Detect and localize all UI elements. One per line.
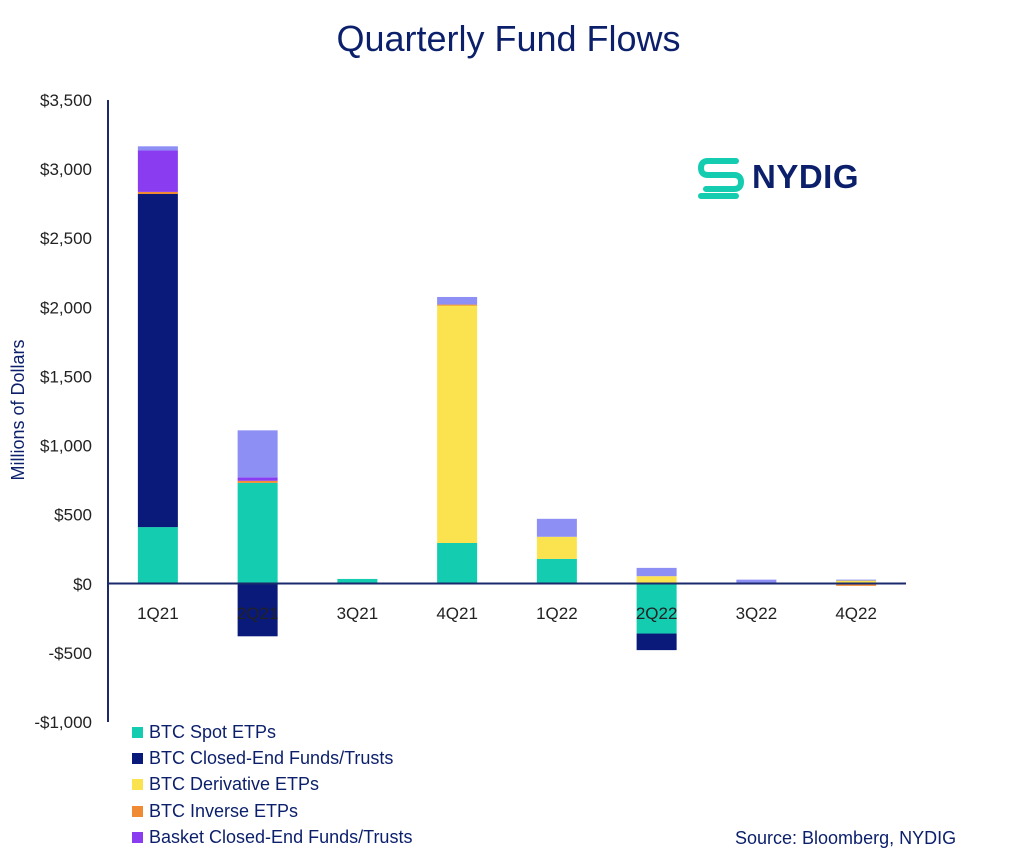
- legend-item: Basket Closed-End Funds/Trusts: [132, 824, 412, 850]
- legend-swatch: [132, 726, 143, 738]
- legend-swatch: [132, 831, 143, 843]
- y-tick-label: $3,500: [40, 91, 92, 110]
- legend-label: BTC Derivative ETPs: [149, 774, 320, 795]
- bar-segment: [137, 193, 178, 528]
- bar-segment: [337, 578, 378, 584]
- legend-label: BTC Inverse ETPs: [149, 800, 299, 821]
- bar-segment: [836, 580, 877, 584]
- legend-item: BTC Spot ETPs: [132, 719, 412, 745]
- y-axis-label: Millions of Dollars: [8, 339, 28, 480]
- bar-segment: [237, 477, 278, 481]
- legend-item: BTC Inverse ETPs: [132, 798, 412, 824]
- x-tick-label: 3Q21: [337, 604, 379, 623]
- y-tick-label: $500: [54, 506, 92, 525]
- bar-segment: [437, 305, 478, 544]
- x-tick-label: 2Q21: [237, 604, 279, 623]
- x-tick-label: 4Q22: [835, 604, 877, 623]
- x-tick-label: 3Q22: [736, 604, 778, 623]
- y-tick-label: -$1,000: [34, 713, 92, 732]
- y-tick-label: $1,000: [40, 437, 92, 456]
- bar-segment: [137, 146, 178, 151]
- bar-segment: [836, 583, 877, 586]
- bar-segment: [137, 150, 178, 192]
- legend-label: Basket Closed-End Funds/Trusts: [149, 826, 413, 847]
- bar-segment: [736, 579, 777, 584]
- y-tick-label: $2,000: [40, 298, 92, 317]
- legend-swatch: [132, 805, 143, 817]
- bar-segment: [636, 633, 677, 651]
- x-tick-label: 2Q22: [636, 604, 678, 623]
- bar-segment: [836, 579, 877, 581]
- y-tick-label: $0: [73, 575, 92, 594]
- y-tick-label: $1,500: [40, 367, 92, 386]
- x-tick-label: 1Q21: [137, 604, 179, 623]
- bar-segment: [237, 583, 278, 637]
- bar-segment: [437, 296, 478, 305]
- chart-legend: BTC Spot ETPs BTC Closed-End Funds/Trusts…: [132, 719, 412, 850]
- bar-segment: [237, 480, 278, 483]
- legend-item: BTC Derivative ETPs: [132, 772, 412, 798]
- bar-segment: [237, 482, 278, 584]
- x-tick-label: 1Q22: [536, 604, 578, 623]
- bar-segment: [536, 558, 577, 584]
- legend-label: BTC Spot ETPs: [149, 721, 277, 742]
- bar-segment: [137, 191, 178, 194]
- bar-segment: [437, 304, 478, 306]
- bar-segment: [536, 518, 577, 537]
- bar-segment: [636, 583, 677, 634]
- bar-segment: [536, 536, 577, 559]
- bar-segment: [137, 527, 178, 584]
- bar-segment: [636, 567, 677, 577]
- y-tick-label: -$500: [49, 644, 92, 663]
- legend-swatch: [132, 779, 143, 791]
- legend-label: BTC Closed-End Funds/Trusts: [149, 747, 394, 768]
- legend-swatch: [132, 752, 143, 764]
- y-tick-label: $3,000: [40, 160, 92, 179]
- chart-title: Quarterly Fund Flows: [336, 18, 681, 59]
- nydig-logo-icon: [697, 158, 745, 199]
- source-note: Source: Bloomberg, NYDIG: [735, 828, 957, 848]
- x-tick-label: 4Q21: [436, 604, 478, 623]
- nydig-logo: NYDIG: [696, 152, 859, 202]
- nydig-logo-text: NYDIG: [752, 158, 860, 195]
- bar-segment: [636, 576, 677, 584]
- legend-item: BTC Closed-End Funds/Trusts: [132, 745, 412, 771]
- bar-segment: [437, 543, 478, 584]
- y-tick-label: $2,500: [40, 229, 92, 248]
- bar-segment: [237, 430, 278, 478]
